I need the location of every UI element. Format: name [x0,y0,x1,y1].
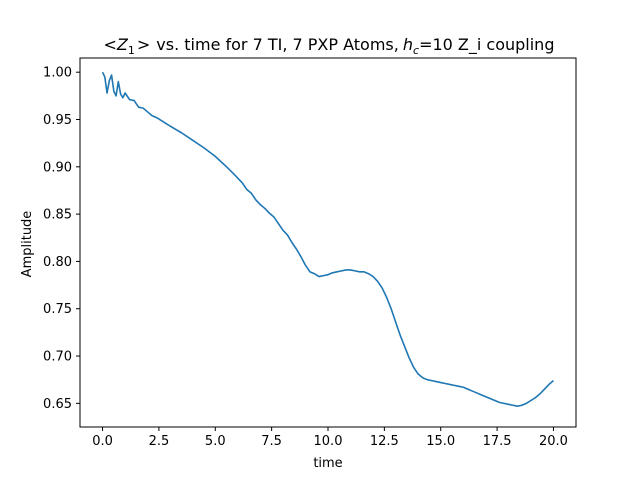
y-tick-label: 0.65 [43,397,72,412]
title-z-sub: 1 [128,44,135,57]
y-tick-label: 0.70 [43,350,72,365]
x-tick-label: 10.0 [314,434,343,449]
title-h-sub: c [413,44,419,57]
x-tick-label: 7.5 [261,434,282,449]
x-tick-label: 17.5 [483,434,512,449]
x-tick-label: 2.5 [149,434,170,449]
x-axis-label: time [313,456,342,471]
y-tick-label: 0.85 [43,208,72,223]
x-axis-ticks: 0.0 2.5 5.0 7.5 10.0 12.5 15.0 17.5 20.0 [92,427,568,449]
y-axis-label: Amplitude [20,211,35,278]
chart-title: <Z1 > vs. time for 7 TI, 7 PXP Atoms, hc=10… [104,35,555,57]
y-tick-label: 0.90 [43,160,72,175]
title-tail: =10 Z_i coupling [419,35,554,55]
y-tick-label: 0.80 [43,255,72,270]
title-prefix: < [104,35,117,54]
y-axis-ticks: 0.65 0.70 0.75 0.80 0.85 0.90 0.95 1.00 [43,66,80,412]
x-tick-label: 0.0 [92,434,113,449]
title-z: Z [116,35,129,54]
x-tick-label: 15.0 [426,434,455,449]
title-suffix: > [137,35,150,54]
y-tick-label: 1.00 [43,66,72,81]
axes-frame [79,57,577,428]
title-rest: vs. time for 7 TI, 7 PXP Atoms, [156,35,399,54]
x-tick-label: 12.5 [370,434,399,449]
x-tick-label: 5.0 [205,434,226,449]
x-tick-label: 20.0 [539,434,568,449]
plot-area [101,71,554,407]
series-line [101,71,554,407]
y-tick-label: 0.75 [43,302,72,317]
y-tick-label: 0.95 [43,113,72,128]
title-h: h [403,35,413,54]
